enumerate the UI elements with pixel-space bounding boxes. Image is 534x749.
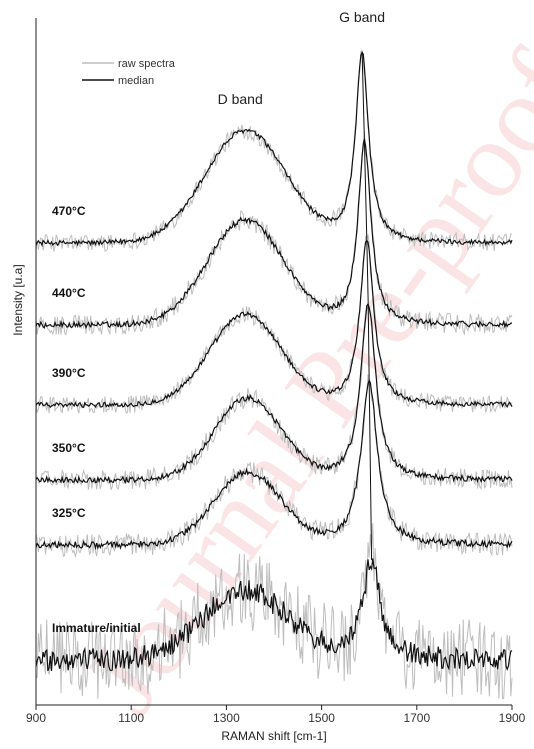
g-band-trend-line bbox=[361, 52, 373, 561]
axes: Intensity [u.a] RAMAN shift [cm-1] bbox=[11, 18, 512, 743]
median-spectrum-3 bbox=[35, 302, 513, 485]
spectrum-label-3: 350°C bbox=[52, 441, 86, 455]
x-tick-label-2: 1300 bbox=[213, 711, 240, 725]
x-tick-label-0: 900 bbox=[26, 711, 46, 725]
x-ticks: 900 1100 1300 1500 1700 1900 bbox=[26, 705, 526, 725]
legend: raw spectra median bbox=[82, 58, 176, 87]
spectrum-label-1: 440°C bbox=[52, 286, 86, 300]
spectrum-label-4: 325°C bbox=[52, 506, 86, 520]
band-annotations: D band G band bbox=[218, 9, 385, 107]
spectra-layer bbox=[35, 49, 513, 700]
legend-raw-label: raw spectra bbox=[118, 58, 176, 70]
x-tick-label-5: 1900 bbox=[499, 711, 526, 725]
spectrum-label-0: 470°C bbox=[52, 204, 86, 218]
spectrum-label-2: 390°C bbox=[52, 366, 86, 380]
x-tick-label-1: 1100 bbox=[118, 711, 144, 725]
spectrum-label-5: Immature/initial bbox=[52, 621, 141, 635]
spectrum-labels: 470°C 440°C 390°C 350°C 325°C Immature/initia… bbox=[52, 204, 141, 635]
raw-spectrum-2 bbox=[35, 234, 513, 415]
raw-spectrum-3 bbox=[35, 304, 513, 491]
band-annotation-0: D band bbox=[218, 91, 263, 107]
legend-median-label: median bbox=[118, 75, 154, 87]
band-annotation-1: G band bbox=[339, 9, 385, 25]
median-spectrum-0 bbox=[35, 50, 513, 247]
median-spectrum-4 bbox=[35, 378, 513, 551]
median-spectrum-1 bbox=[35, 138, 512, 330]
x-tick-label-4: 1700 bbox=[403, 711, 430, 725]
y-axis-label: Intensity [u.a] bbox=[11, 264, 25, 335]
median-spectrum-2 bbox=[35, 239, 513, 409]
x-tick-label-3: 1500 bbox=[308, 711, 335, 725]
raw-spectrum-1 bbox=[35, 131, 513, 336]
median-spectrum-5 bbox=[35, 558, 513, 672]
x-axis-label: RAMAN shift [cm-1] bbox=[221, 729, 326, 743]
